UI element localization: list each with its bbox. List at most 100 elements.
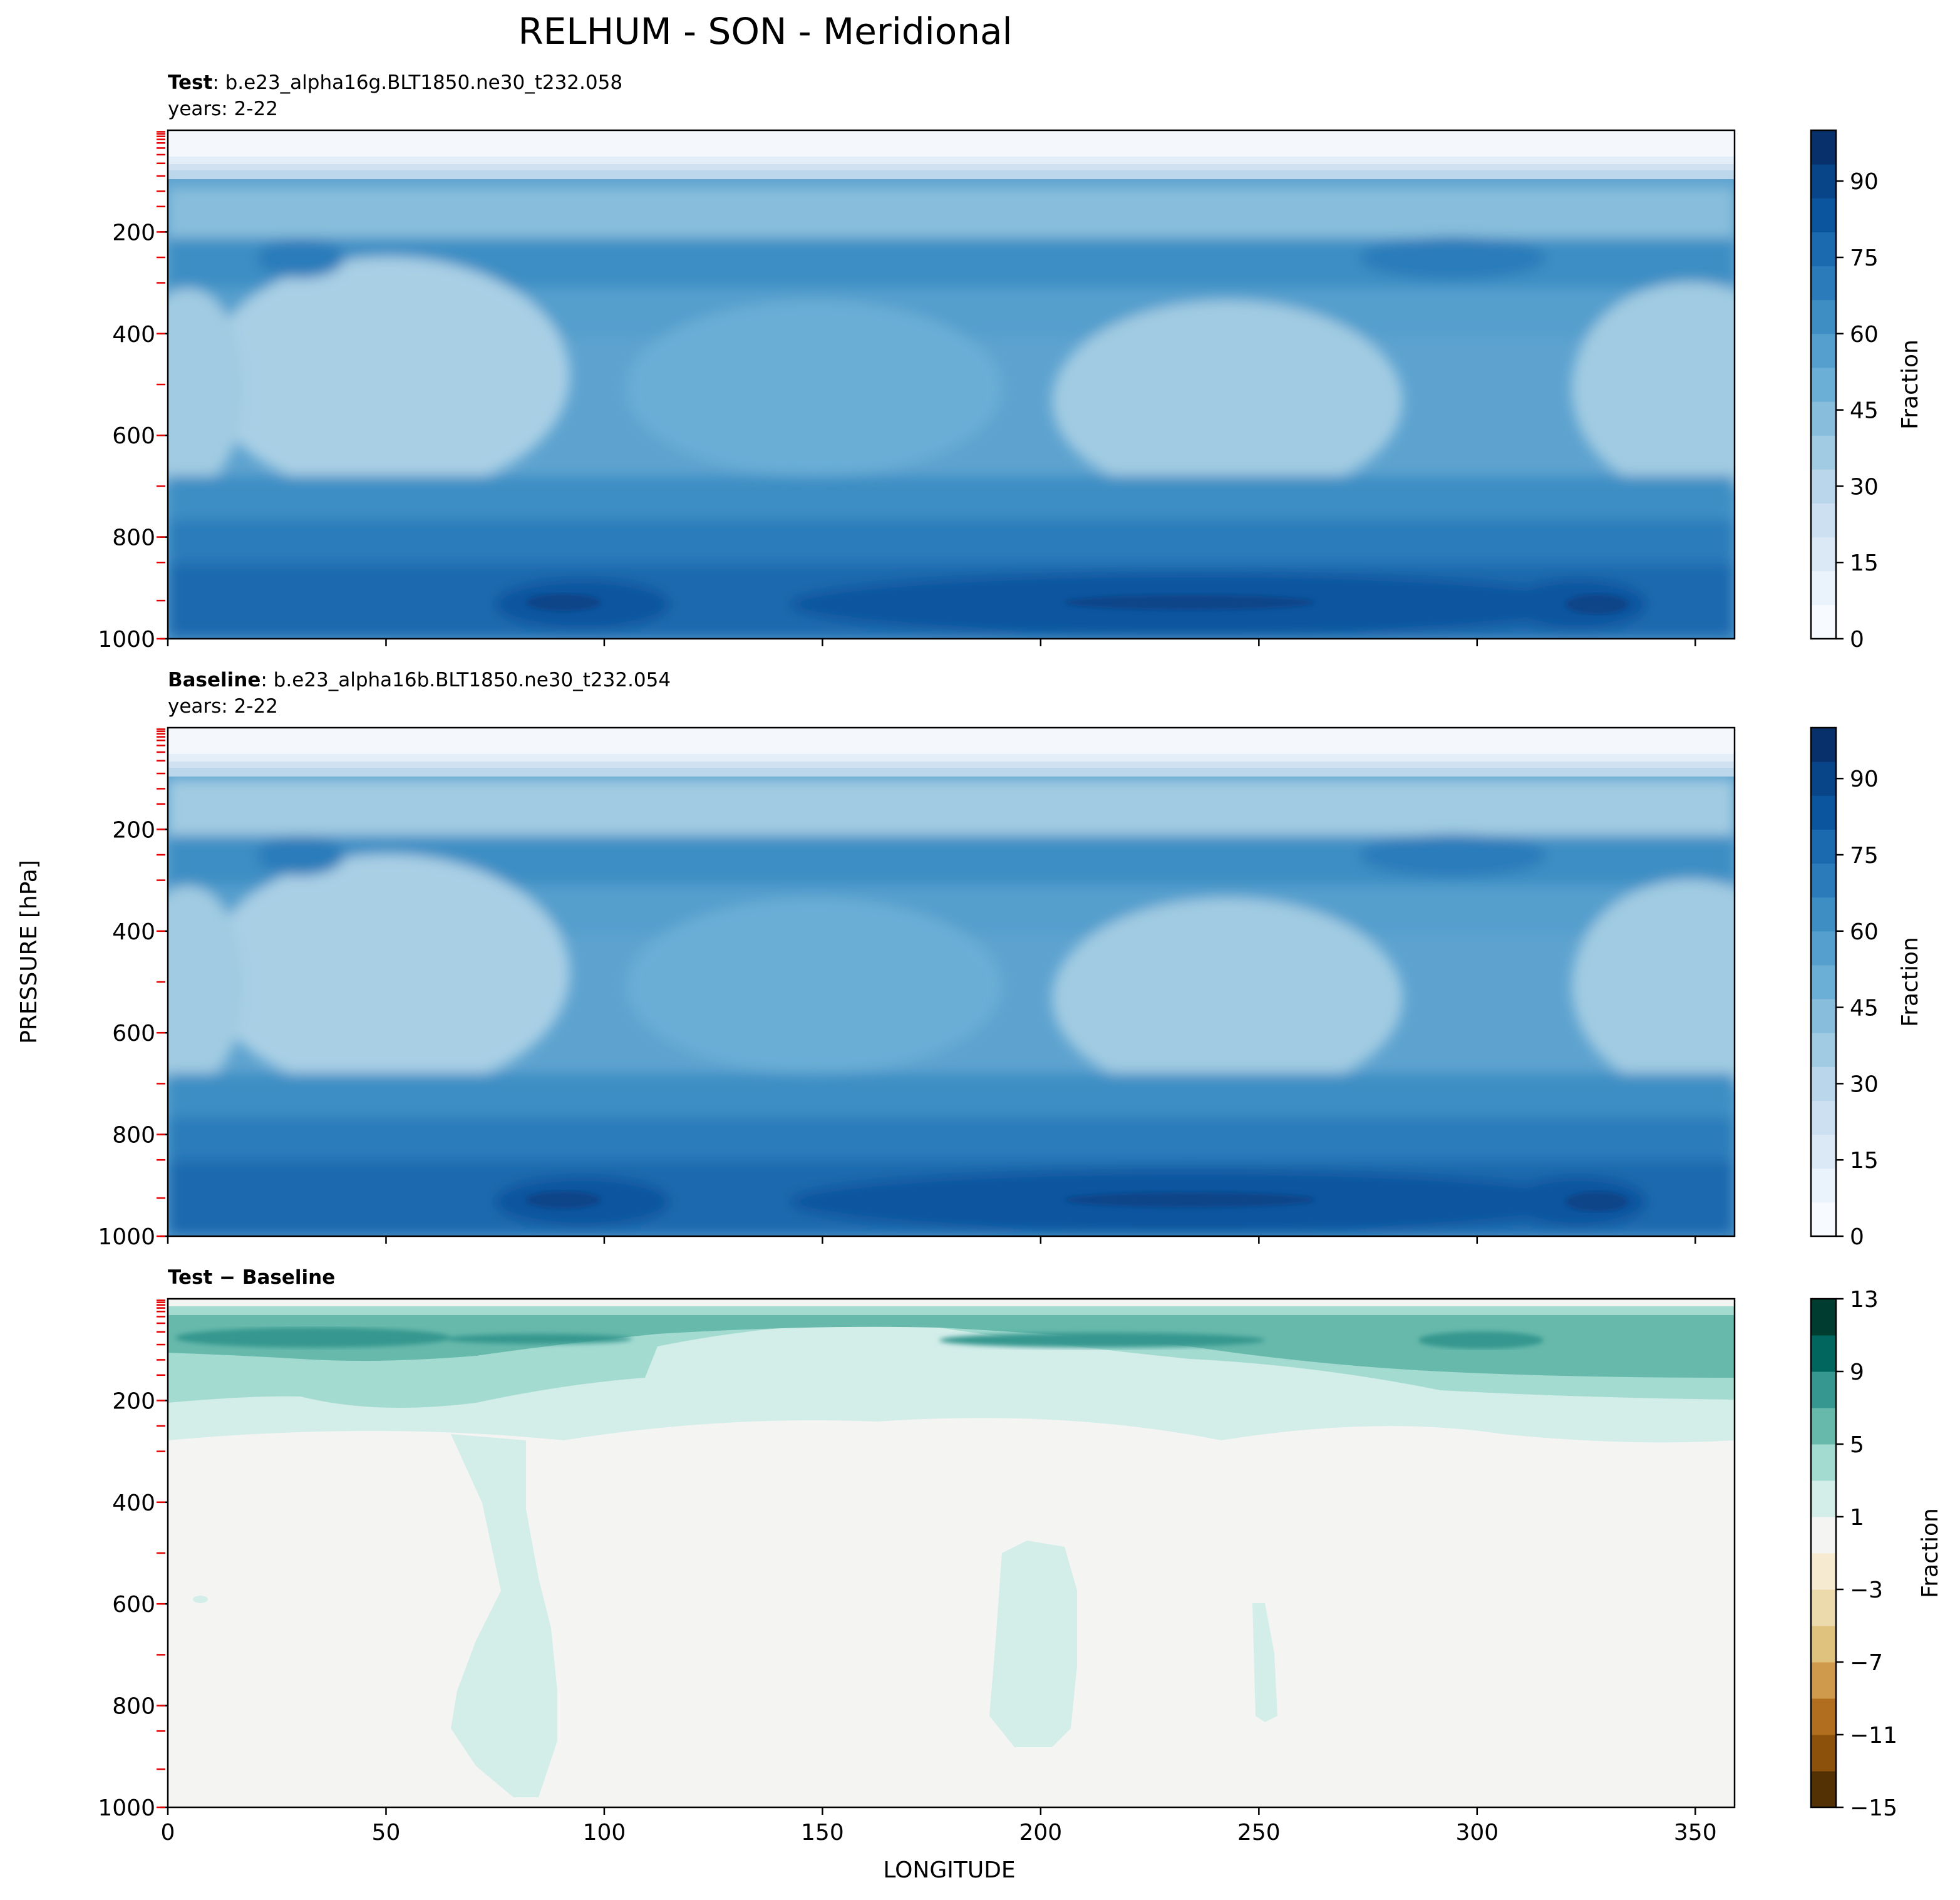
test-axes-frame [167,129,1736,640]
y-tick-label: 800 [112,1694,155,1720]
panel-test-case-label: Test [168,71,213,94]
y-tick-label: 1000 [98,1224,155,1250]
colorbar-tick-label: −11 [1850,1723,1897,1748]
colorbar-tick-label: 1 [1850,1505,1864,1531]
y-tick-label: 600 [112,1021,155,1046]
colorbar-tick-label: 60 [1850,919,1879,945]
baseline-axes-frame [167,726,1736,1237]
y-tick-label: 200 [112,817,155,843]
diff-colorbar: −15 −11 −7 −3 1 5 9 13 Fraction [1810,1287,1943,1821]
y-tick-label: 1000 [98,627,155,653]
colorbar-segment [1811,863,1836,898]
colorbar-tick-label: 0 [1850,1224,1864,1250]
y-tick-label: 400 [112,1490,155,1516]
colorbar-segment [1811,1589,1836,1626]
y-tick-label: 800 [112,1123,155,1149]
figure-title: RELHUM - SON - Meridional [518,10,1012,53]
colorbar-segment [1811,762,1836,796]
test-level-markers [157,131,165,640]
colorbar-segment [1811,829,1836,864]
colorbar-segment [1811,604,1836,639]
x-tick-label: 350 [1674,1820,1717,1846]
colorbar-segment [1811,1480,1836,1517]
colorbar-tick-label: 45 [1850,398,1879,424]
x-tick-label: 300 [1455,1820,1498,1846]
colorbar-segment [1811,266,1836,301]
colorbar-segment [1811,1134,1836,1169]
colorbar-segment [1811,537,1836,572]
colorbar-tick-label: 0 [1850,627,1864,653]
colorbar-tick-label: −7 [1850,1650,1883,1676]
colorbar-segment [1811,232,1836,267]
colorbar-label: Fraction [1917,1508,1943,1598]
colorbar-tick-label: 30 [1850,1071,1879,1097]
colorbar-segment [1811,1066,1836,1101]
x-axis-label: LONGITUDE [883,1857,1015,1883]
baseline-y-ticks: 200 400 600 800 1000 [98,817,168,1250]
y-tick-label: 600 [112,1592,155,1618]
colorbar-segment [1811,1371,1836,1408]
colorbar-frame [1810,129,1837,640]
colorbar-segment [1811,1771,1836,1808]
panel-test-header: Test: b.e23_alpha16g.BLT1850.ne30_t232.0… [168,71,622,94]
diff-axes-frame [167,1298,1736,1809]
test-colorbar: 0 15 30 45 60 75 90 Fraction [1810,129,1923,653]
colorbar-segment [1811,1698,1836,1735]
y-tick-label: 400 [112,919,155,945]
colorbar-segment [1811,1662,1836,1699]
x-tick-label: 200 [1019,1820,1063,1846]
x-tick-label: 0 [161,1820,175,1846]
panel-test: Test: b.e23_alpha16g.BLT1850.ne30_t232.0… [98,71,1923,653]
colorbar-segment [1811,1626,1836,1663]
colorbar-segment [1811,1100,1836,1135]
colorbar-segment [1811,1335,1836,1372]
y-tick-label: 1000 [98,1795,155,1821]
y-tick-label: 200 [112,220,155,245]
colorbar-tick-label: 15 [1850,550,1879,576]
x-tick-label: 50 [372,1820,401,1846]
diff-level-markers [157,1299,165,1809]
panel-baseline-case-label: Baseline [168,669,260,691]
colorbar-segment [1811,435,1836,470]
colorbar-segment [1811,401,1836,436]
colorbar-segment [1811,1202,1836,1237]
colorbar-segment [1811,333,1836,368]
panel-baseline: Baseline: b.e23_alpha16b.BLT1850.ne30_t2… [98,669,1923,1250]
baseline-contour-field [168,728,1735,1236]
colorbar-tick-label: 60 [1850,322,1879,348]
colorbar-segment [1811,503,1836,538]
panel-diff: Test − Baseline 200 400 600 800 1000 0 50 100 1… [98,1266,1943,1846]
colorbar-tick-label: 90 [1850,767,1879,792]
colorbar-segment [1811,198,1836,232]
test-contour-field [168,130,1735,639]
colorbar-frame [1810,1298,1837,1809]
colorbar-tick-label: 13 [1850,1287,1879,1313]
colorbar-tick-label: 90 [1850,169,1879,195]
colorbar-tick-label: −15 [1850,1795,1897,1821]
colorbar-frame [1810,726,1837,1237]
colorbar-tick-label: 9 [1850,1360,1864,1385]
colorbar-segment [1811,164,1836,199]
x-tick-label: 250 [1237,1820,1281,1846]
colorbar-segment [1811,130,1836,165]
colorbar-tick-label: 5 [1850,1432,1864,1458]
diff-x-ticks: 0 50 100 150 200 250 300 350 [161,1807,1717,1846]
y-axis-label: PRESSURE [hPa] [16,860,42,1044]
test-y-ticks: 200 400 600 800 1000 [98,220,168,653]
colorbar-segment [1811,964,1836,999]
colorbar-segment [1811,1553,1836,1590]
panel-baseline-case-name: : b.e23_alpha16b.BLT1850.ne30_t232.054 [260,669,671,691]
colorbar-segment [1811,1517,1836,1554]
panel-diff-case-label: Test − Baseline [168,1266,335,1289]
colorbar-tick-label: 30 [1850,474,1879,500]
colorbar-tick-label: 45 [1850,996,1879,1021]
baseline-level-markers [157,728,165,1237]
panel-baseline-header: Baseline: b.e23_alpha16b.BLT1850.ne30_t2… [168,669,671,691]
colorbar-segment [1811,469,1836,503]
colorbar-segment [1811,728,1836,762]
colorbar-segment [1811,1299,1836,1336]
panel-diff-header: Test − Baseline [168,1266,335,1289]
colorbar-segment [1811,367,1836,402]
test-x-ticks [167,639,1696,646]
